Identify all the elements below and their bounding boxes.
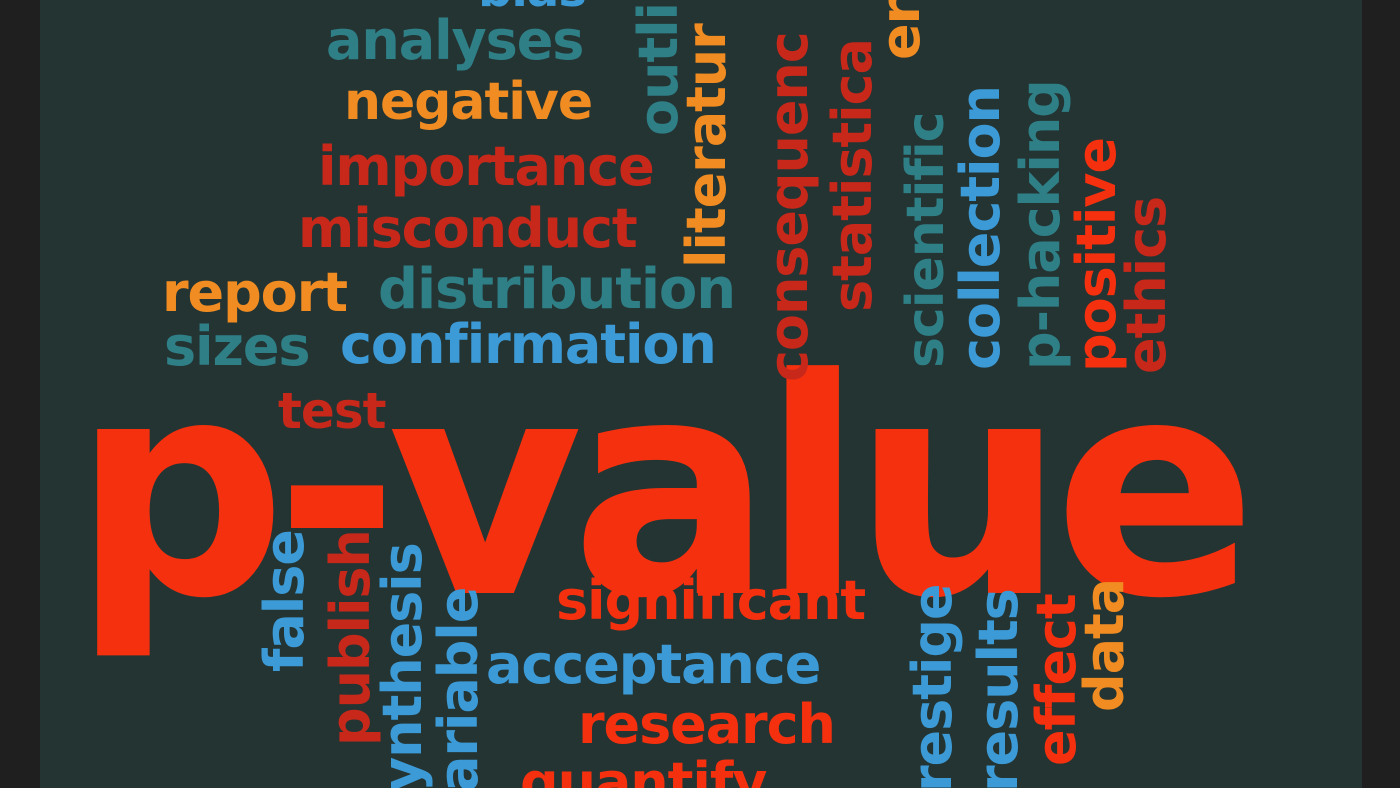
word-bias: bias (478, 0, 587, 14)
word-scientific: scientific (896, 112, 956, 368)
word-test: test (278, 382, 386, 440)
word-quantify: quantify (520, 751, 767, 788)
word-misconduct: misconduct (298, 197, 638, 260)
word-hypothesis: ynthesis (371, 543, 434, 788)
word-false: false (253, 530, 316, 672)
word-cloud-background (40, 0, 1362, 788)
word-acceptance: acceptance (486, 633, 821, 696)
word-negative: negative (344, 72, 593, 132)
word-p-hacking: p-hacking (1009, 80, 1072, 370)
word-report: report (162, 261, 348, 324)
word-importance: importance (318, 135, 655, 198)
word-results: results (967, 589, 1030, 788)
word-research: research (578, 693, 836, 756)
word-variable: ariable (427, 587, 490, 788)
word-collection: collection (949, 86, 1012, 370)
word-consequence: consequenc (757, 32, 820, 382)
word-literature: literatur (675, 24, 738, 268)
word-p-value: p-value (72, 315, 1257, 664)
word-statistical: statistica (821, 39, 884, 312)
word-prestige: restige (901, 584, 964, 788)
word-error: er (869, 0, 932, 60)
word-distribution: distribution (378, 257, 736, 322)
word-ethics: ethics (1115, 196, 1178, 374)
word-analyses: analyses (326, 9, 584, 72)
word-data: data (1073, 578, 1136, 712)
word-significant: significant (556, 569, 866, 632)
word-confirmation: confirmation (340, 313, 717, 376)
word-publish: publish (319, 530, 382, 746)
word-sizes: sizes (164, 315, 311, 378)
